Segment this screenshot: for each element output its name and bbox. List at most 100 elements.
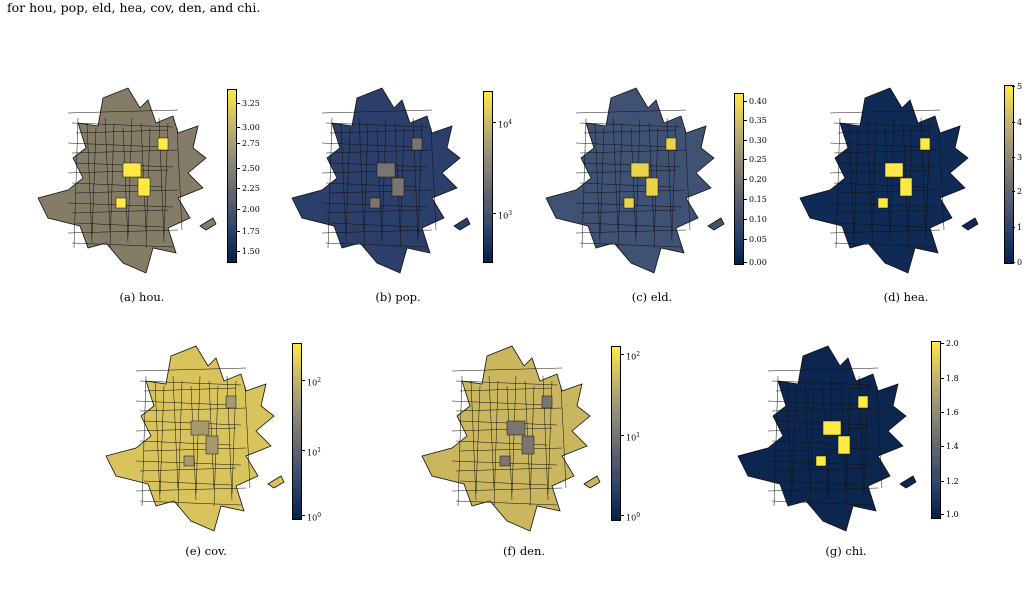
tract-border [524,380,531,489]
map-shape [799,87,979,274]
tract-highlight [369,197,381,209]
tract-border [363,122,369,249]
tract-border [612,117,619,231]
tract-highlight [411,137,423,151]
map-outline [37,87,207,274]
tract-border [475,385,481,495]
tract-border [493,380,499,507]
tract-border [455,467,553,472]
tract-highlight [190,420,210,436]
tick: 103 [492,210,513,221]
tract-border [767,367,879,372]
tract-highlight [877,197,889,209]
tract-border [135,487,247,492]
tick: 0.00 [744,258,767,267]
tick: 0.35 [744,116,767,125]
tract-border [143,447,247,452]
tract-highlight [665,137,677,151]
panel-caption: (d) hea. [883,290,929,304]
tick: 101 [301,447,322,458]
tick: 3.25 [237,99,260,108]
tract-border [599,127,605,237]
tract-border [902,122,909,231]
tract-highlight [623,197,635,209]
tract-border [430,127,437,231]
tract-highlight [183,455,195,467]
tract-border [325,242,428,248]
tick: 100 [620,512,641,523]
tract-border [575,142,672,148]
tract-border [122,127,129,243]
tract-border [775,447,879,452]
tract-border [837,129,931,134]
tick: 0 [1011,258,1023,267]
panel-caption: (e) cov. [185,544,227,558]
tick: 1.75 [237,227,260,236]
tract-border [938,127,945,231]
tick: 1.8 [941,374,959,383]
map-outline [799,87,969,274]
tract-border [244,385,251,489]
tract-highlight [919,137,931,151]
tick: 0.15 [744,195,767,204]
tract-border [91,127,97,237]
tract-border [208,380,215,489]
tick: 4 [1011,118,1023,127]
tract-border [451,427,553,432]
tract-border [876,385,883,489]
map-fragment [583,475,601,489]
tract-border [470,380,477,501]
tract-border [459,480,548,486]
tract-border [767,487,879,492]
tract-border [67,169,169,174]
colorbar-hou [227,89,237,263]
tick: 100 [301,512,322,523]
tract-border [575,169,677,174]
tract-border [594,122,601,243]
tick: 1.0 [941,510,959,519]
tick: 0.05 [744,235,767,244]
tract-border [771,500,874,506]
tract-border [829,109,941,114]
tract-border [139,467,237,472]
colorbar-eld [734,93,744,265]
colorbar-pop [483,91,493,263]
tract-border [455,500,558,506]
tick: 0.10 [744,215,767,224]
map-fragment [899,475,917,489]
tract-highlight [822,420,842,436]
map-shape [105,345,285,532]
tick: 1.4 [941,442,959,451]
tract-border [866,117,873,231]
tract-border [177,380,183,507]
map-fragment [707,217,725,231]
panel-caption: (g) chi. [825,544,867,558]
tract-border [848,122,855,243]
tract-border [451,400,548,406]
tract-border [767,427,869,432]
tract-highlight [506,420,526,436]
tract-border [394,122,401,231]
tract-border [143,480,232,486]
tract-border [140,122,147,231]
tract-border [767,400,864,406]
tract-highlight [630,162,650,178]
map-chi [737,345,917,532]
tick: 2.75 [237,139,260,148]
tract-border [75,129,169,134]
tract-border [581,117,587,249]
tract-border [583,189,687,194]
map-eld [545,87,725,274]
map-shape [37,87,217,274]
tract-highlight [205,435,219,455]
map-outline [291,87,461,274]
tick: 0.40 [744,97,767,106]
caption-continuation: for hou, pop, eld, hea, cov, den, and ch… [7,0,261,15]
tract-border [829,169,931,174]
tract-border [75,222,164,228]
tick: 0.25 [744,155,767,164]
tick: 2 [1011,187,1023,196]
tract-border [325,209,423,214]
tract-border [837,222,926,228]
panel-caption: (f) den. [502,544,546,558]
